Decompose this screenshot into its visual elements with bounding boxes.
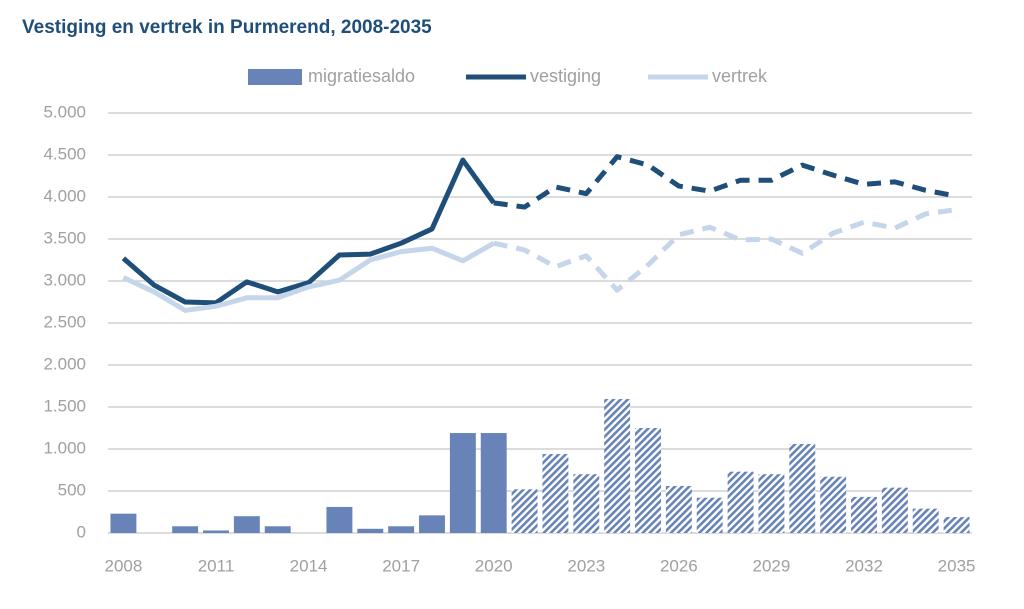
x-tick-label: 2029 bbox=[753, 556, 791, 575]
bar bbox=[542, 454, 569, 533]
legend-label: vestiging bbox=[530, 66, 601, 86]
bar bbox=[233, 516, 260, 533]
y-tick-label: 0 bbox=[77, 522, 86, 541]
y-tick-label: 3.500 bbox=[43, 228, 86, 247]
chart-title: Vestiging en vertrek in Purmerend, 2008-… bbox=[22, 17, 432, 38]
bar bbox=[696, 497, 723, 533]
bar bbox=[573, 474, 600, 533]
line bbox=[121, 154, 958, 306]
bar bbox=[851, 496, 877, 533]
legend-label: migratiesaldo bbox=[308, 66, 415, 86]
bar bbox=[604, 399, 631, 533]
x-tick-label: 2032 bbox=[845, 556, 883, 575]
bar bbox=[727, 471, 754, 533]
x-tick-label: 2017 bbox=[382, 556, 420, 575]
bar bbox=[665, 485, 692, 533]
bar bbox=[480, 433, 507, 533]
y-tick-label: 4.500 bbox=[43, 144, 86, 163]
x-tick-label: 2020 bbox=[475, 556, 513, 575]
x-tick-label: 2026 bbox=[660, 556, 698, 575]
bar bbox=[388, 526, 415, 533]
x-tick-label: 2023 bbox=[567, 556, 605, 575]
y-tick-label: 2.500 bbox=[43, 312, 86, 331]
bar bbox=[511, 489, 538, 533]
y-tick-label: 1.000 bbox=[43, 438, 86, 457]
bar bbox=[357, 528, 384, 533]
bar bbox=[110, 513, 137, 533]
bar bbox=[449, 433, 476, 533]
bar bbox=[635, 428, 661, 533]
bar bbox=[789, 443, 816, 533]
bar bbox=[419, 515, 445, 533]
bar bbox=[326, 506, 353, 533]
y-tick-label: 4.000 bbox=[43, 186, 86, 205]
y-tick-label: 500 bbox=[58, 480, 86, 499]
bar bbox=[203, 530, 229, 533]
legend-label: vertrek bbox=[712, 66, 768, 86]
bar bbox=[264, 526, 291, 533]
bar bbox=[881, 487, 908, 533]
y-tick-label: 3.000 bbox=[43, 270, 86, 289]
x-tick-label: 2014 bbox=[290, 556, 328, 575]
bar bbox=[912, 508, 939, 533]
bar bbox=[758, 474, 785, 533]
x-tick-label: 2008 bbox=[105, 556, 143, 575]
line bbox=[122, 207, 957, 313]
x-tick-label: 2011 bbox=[198, 556, 235, 575]
bar bbox=[943, 517, 970, 533]
y-tick-label: 1.500 bbox=[43, 396, 86, 415]
legend-swatch bbox=[248, 69, 302, 85]
bar bbox=[172, 526, 199, 533]
bar bbox=[820, 476, 847, 533]
y-tick-label: 2.000 bbox=[43, 354, 86, 373]
x-tick-label: 2035 bbox=[938, 556, 976, 575]
y-tick-label: 5.000 bbox=[43, 102, 86, 121]
